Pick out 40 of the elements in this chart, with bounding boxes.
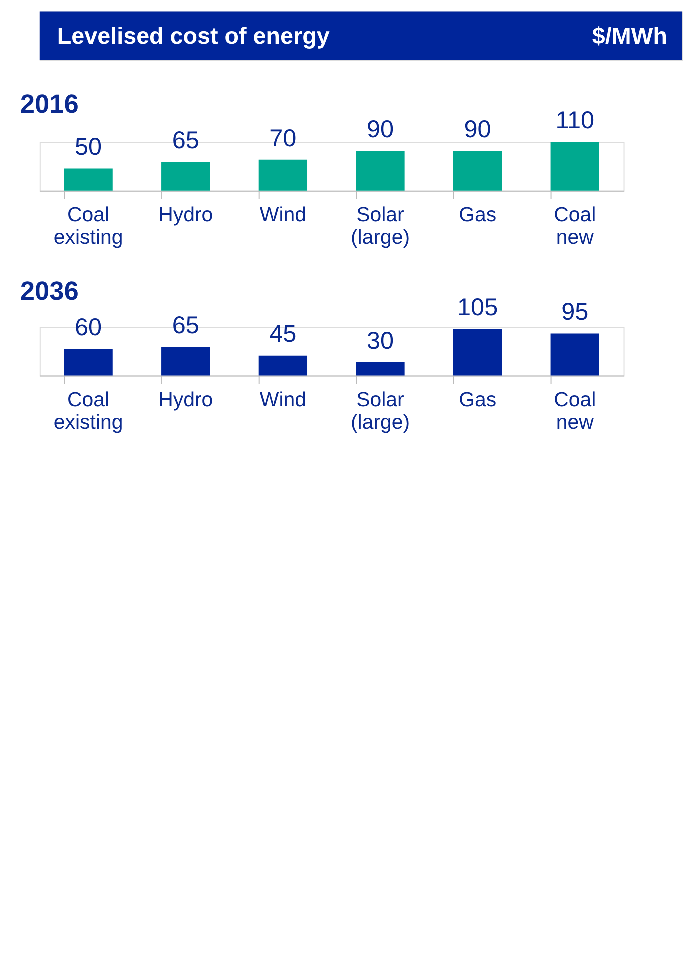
chart-title: 2036 <box>20 276 79 306</box>
x-tick-label: Wind <box>260 389 306 412</box>
bar <box>356 362 405 376</box>
y-axis-title: $/MWh <box>592 22 668 49</box>
data-label: 30 <box>366 328 394 355</box>
x-tick-label: Solar (large) <box>350 204 410 249</box>
x-tick-label: Wind <box>260 204 306 227</box>
x-tick-label: Coal existing <box>54 204 124 249</box>
data-label: 90 <box>464 116 492 144</box>
bar <box>258 356 308 376</box>
bar <box>64 168 113 191</box>
x-tick-label: Gas <box>459 389 497 412</box>
x-tick-label: Coal existing <box>54 389 124 434</box>
data-label: 50 <box>75 134 102 162</box>
data-label: 60 <box>75 314 102 342</box>
chart-title: Levelised cost of energy <box>57 22 330 49</box>
data-label: 90 <box>366 116 394 144</box>
data-label: 105 <box>458 294 498 322</box>
data-label: 65 <box>172 312 200 340</box>
bar <box>162 162 210 191</box>
bar <box>453 329 502 376</box>
x-tick-label: Hydro <box>158 389 214 412</box>
bar <box>453 151 502 191</box>
bar <box>258 160 308 191</box>
x-tick-label: Coal new <box>554 204 596 249</box>
x-tick-label: Hydro <box>158 204 214 227</box>
bar <box>356 151 405 191</box>
x-tick-label: Solar (large) <box>350 389 410 434</box>
data-label: 110 <box>556 108 594 135</box>
x-tick-label: Gas <box>459 204 497 227</box>
x-tick-label: Coal new <box>554 389 596 434</box>
data-label: 65 <box>172 127 200 154</box>
chart-subtitle: 2016 <box>20 89 79 120</box>
bar <box>550 142 600 191</box>
bar <box>550 334 600 376</box>
data-label: 95 <box>562 299 589 326</box>
bar <box>64 349 113 376</box>
bar <box>162 347 210 376</box>
data-label: 45 <box>270 321 297 348</box>
data-label: 70 <box>270 125 297 152</box>
